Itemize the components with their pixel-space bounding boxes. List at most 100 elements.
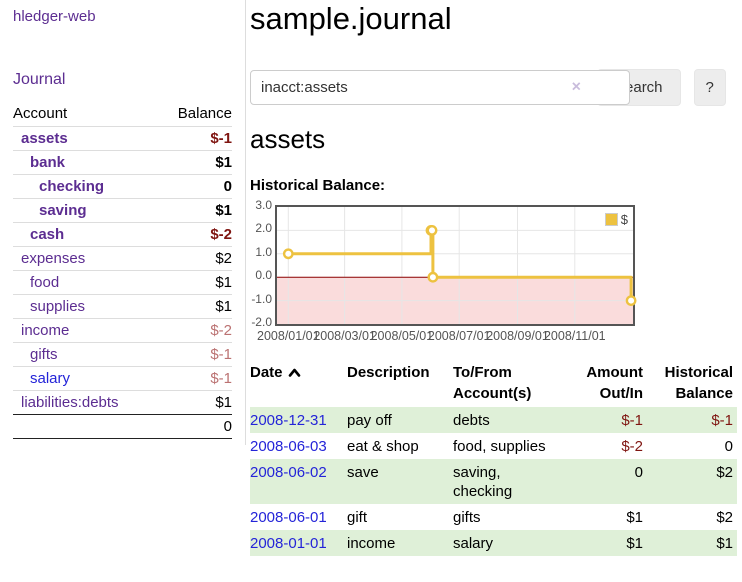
account-link[interactable]: food <box>30 274 60 291</box>
account-balance: $1 <box>157 150 232 175</box>
account-link[interactable]: liabilities:debts <box>21 394 119 411</box>
x-tick-label: 2008/11/01 <box>543 329 606 343</box>
chart-x-axis-labels: 2008/01/01 2008/03/01 2008/05/01 2008/07/01… <box>257 329 633 345</box>
col-description: Description <box>347 364 430 381</box>
transaction-date[interactable]: 2008-06-03 <box>250 433 347 459</box>
account-link[interactable]: saving <box>39 202 87 219</box>
transaction-row: 2008-12-31 pay off debts $-1 $-1 <box>250 407 737 433</box>
transaction-description: save <box>347 464 379 481</box>
transactions-table: Date Description To/From Account(s) Amou… <box>250 360 737 556</box>
transaction-amount: $1 <box>626 535 643 552</box>
account-heading: assets <box>250 124 326 154</box>
transaction-balance: $1 <box>716 535 733 552</box>
transaction-balance: $-1 <box>711 412 733 429</box>
transaction-accounts: salary <box>453 535 494 552</box>
x-tick-label: 2008/05/01 <box>370 329 434 343</box>
account-link[interactable]: gifts <box>30 346 58 363</box>
transaction-amount: $-2 <box>621 438 643 455</box>
transaction-accounts: food, supplies <box>453 438 546 455</box>
account-balance: $-1 <box>157 342 232 367</box>
y-tick-label: -2.0 <box>251 315 272 329</box>
legend-swatch <box>604 213 618 226</box>
search-form: × Search ? <box>250 69 740 106</box>
y-tick-label: -1.0 <box>251 291 272 306</box>
col-accounts: To/From Account(s) <box>453 364 532 402</box>
chart-title: Historical Balance: <box>250 177 386 194</box>
y-tick-label: 2.0 <box>255 221 272 236</box>
search-input[interactable] <box>250 70 630 105</box>
account-row: income $-2 <box>13 318 232 343</box>
transaction-balance: 0 <box>724 438 733 455</box>
transaction-amount: $-1 <box>621 412 643 429</box>
transaction-row: 2008-06-03 eat & shop food, supplies $-2 0 <box>250 433 737 459</box>
account-balance: $1 <box>157 294 232 319</box>
account-balance: 0 <box>157 174 232 199</box>
account-link[interactable]: cash <box>30 226 65 243</box>
account-row: saving $1 <box>13 198 232 223</box>
chart-plot-area: $ <box>275 205 637 326</box>
account-link[interactable]: supplies <box>30 298 86 315</box>
accounts-col-account: Account <box>13 105 68 122</box>
transaction-balance: $2 <box>716 464 733 481</box>
x-tick-label: 2008/07/01 <box>427 329 491 343</box>
col-date[interactable]: Date <box>250 360 347 407</box>
transaction-row: 2008-01-01 income salary $1 $1 <box>250 530 737 556</box>
sidebar-item-journal[interactable]: Journal <box>13 71 66 88</box>
brand-link[interactable]: hledger-web <box>13 8 96 25</box>
historical-balance-chart: 3.0 2.0 1.0 0.0 -1.0 -2.0 $ 2008/01/01 2008/03… <box>250 198 740 353</box>
account-balance: $-1 <box>157 126 232 151</box>
account-balance: $1 <box>157 270 232 295</box>
account-row: checking 0 <box>13 174 232 199</box>
account-balance: $-2 <box>157 318 232 343</box>
account-row: gifts $-1 <box>13 342 232 367</box>
accounts-total-value: 0 <box>157 414 232 439</box>
sort-asc-icon <box>288 368 300 377</box>
col-balance: Historical Balance <box>664 364 733 402</box>
transaction-description: pay off <box>347 412 392 429</box>
y-tick-label: 1.0 <box>255 244 272 259</box>
account-link[interactable]: assets <box>21 130 68 147</box>
clear-search-icon[interactable]: × <box>571 77 581 95</box>
account-row: food $1 <box>13 270 232 295</box>
legend-label: $ <box>620 212 628 227</box>
transaction-date-link[interactable]: 2008-06-03 <box>250 438 327 455</box>
account-balance: $1 <box>157 198 232 223</box>
accounts-total-row: 0 <box>13 414 232 439</box>
account-link[interactable]: income <box>21 322 70 339</box>
transaction-date-link[interactable]: 2008-12-31 <box>250 412 327 429</box>
transaction-date[interactable]: 2008-01-01 <box>250 530 347 556</box>
account-balance: $2 <box>157 246 232 271</box>
transaction-date-link[interactable]: 2008-01-01 <box>250 535 327 552</box>
transaction-date-link[interactable]: 2008-06-02 <box>250 464 327 481</box>
help-button[interactable]: ? <box>693 69 726 106</box>
chart-legend: $ <box>604 212 628 227</box>
transaction-description: gift <box>347 509 368 526</box>
account-link[interactable]: checking <box>39 178 105 195</box>
x-tick-label: 2008/09/01 <box>486 329 549 343</box>
col-amount: Amount Out/In <box>586 364 643 402</box>
transaction-amount: 0 <box>634 464 643 481</box>
account-balance: $-2 <box>157 222 232 247</box>
account-link[interactable]: bank <box>30 154 66 171</box>
transaction-balance: $2 <box>716 509 733 526</box>
chart-y-axis-labels: 3.0 2.0 1.0 0.0 -1.0 -2.0 <box>250 198 272 329</box>
account-row: bank $1 <box>13 150 232 175</box>
transaction-date[interactable]: 2008-12-31 <box>250 407 347 433</box>
page-title: sample.journal <box>250 1 452 36</box>
x-tick-label: 2008/01/01 <box>257 329 320 343</box>
account-row: cash $-2 <box>13 222 232 247</box>
transaction-accounts: saving, checking <box>453 464 513 500</box>
transaction-amount: $1 <box>626 509 643 526</box>
account-balance: $-1 <box>157 366 232 391</box>
transaction-description: eat & shop <box>347 438 419 455</box>
account-link[interactable]: expenses <box>21 250 86 267</box>
sidebar: hledger-web Journal Account Balance asse… <box>0 0 246 445</box>
accounts-col-balance: Balance <box>177 105 232 122</box>
account-row: assets $-1 <box>13 126 232 151</box>
transaction-date[interactable]: 2008-06-01 <box>250 504 347 530</box>
transaction-date[interactable]: 2008-06-02 <box>250 459 347 504</box>
account-row: supplies $1 <box>13 294 232 319</box>
transaction-date-link[interactable]: 2008-06-01 <box>250 509 327 526</box>
y-tick-label: 0.0 <box>255 268 272 283</box>
account-link[interactable]: salary <box>30 370 71 387</box>
